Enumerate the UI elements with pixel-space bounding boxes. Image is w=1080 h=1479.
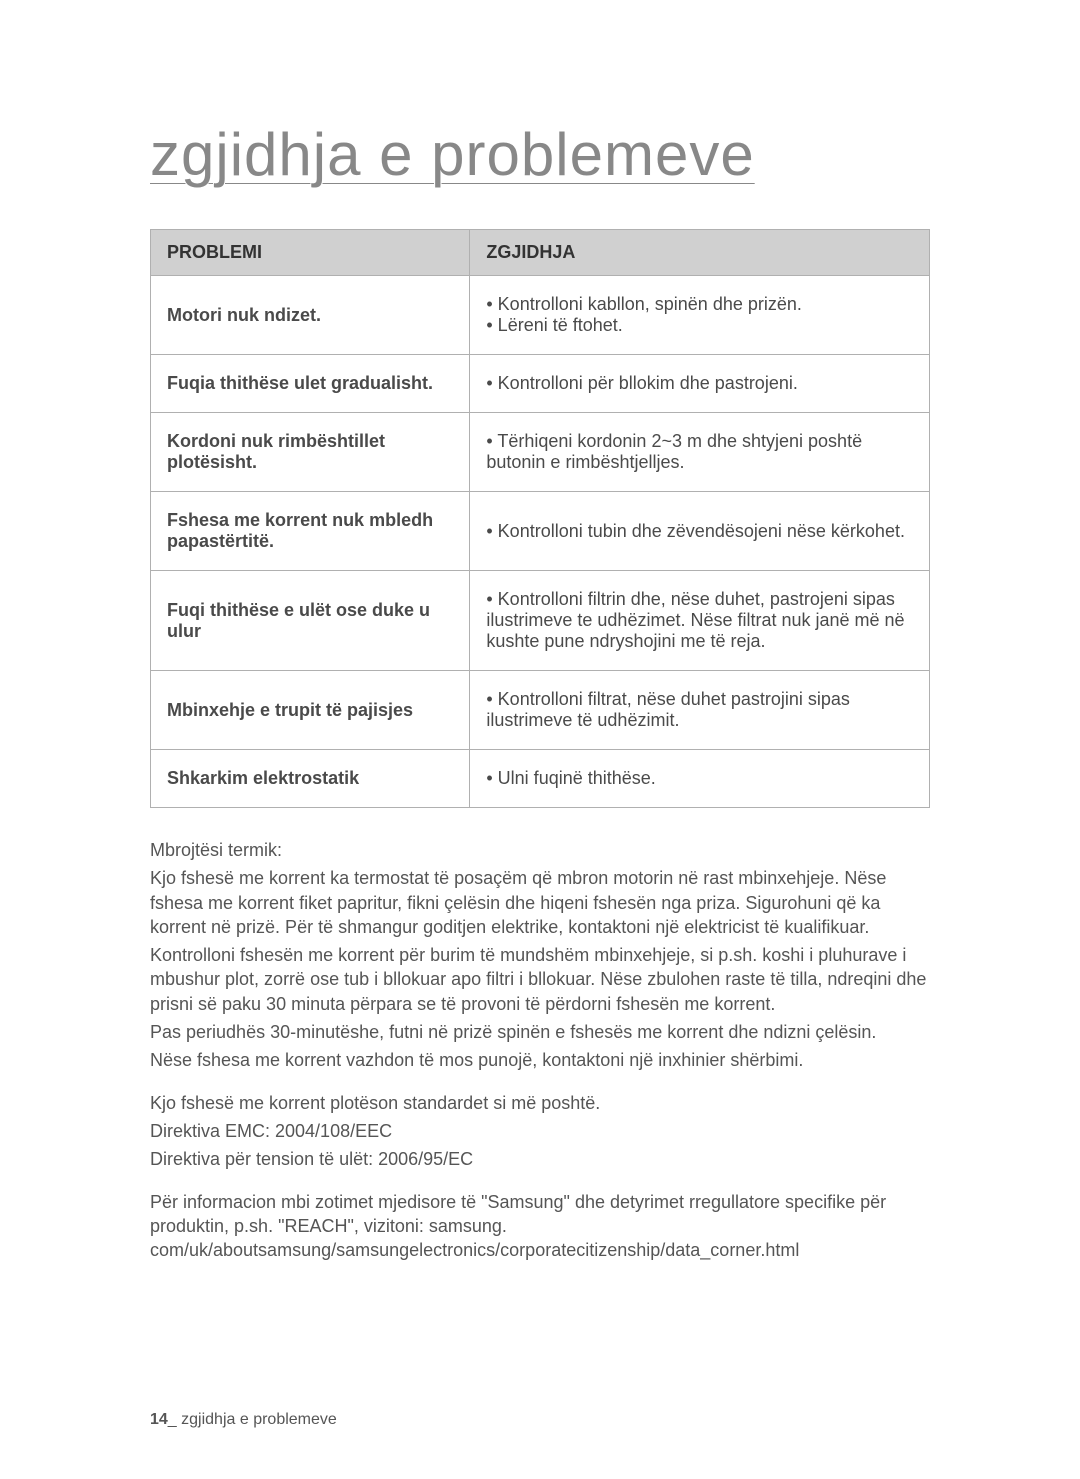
body-paragraph: Direktiva EMC: 2004/108/EEC [150, 1119, 930, 1143]
table-row: Fuqia thithëse ulet gradualisht.• Kontro… [151, 355, 930, 413]
table-row: Mbinxehje e trupit të pajisjes• Kontroll… [151, 671, 930, 750]
problem-cell: Fuqi thithëse e ulët ose duke u ulur [151, 571, 470, 671]
problem-cell: Fuqia thithëse ulet gradualisht. [151, 355, 470, 413]
table-header-solution: ZGJIDHJA [470, 230, 930, 276]
solution-cell: • Kontrolloni për bllokim dhe pastrojeni… [470, 355, 930, 413]
body-paragraph: Pas periudhës 30-minutëshe, futni në pri… [150, 1020, 930, 1044]
table-row: Kordoni nuk rimbështillet plotësisht.• T… [151, 413, 930, 492]
table-row: Fuqi thithëse e ulët ose duke u ulur• Ko… [151, 571, 930, 671]
solution-cell: • Kontrolloni filtrin dhe, nëse duhet, p… [470, 571, 930, 671]
table-header-problem: PROBLEMI [151, 230, 470, 276]
problem-cell: Kordoni nuk rimbështillet plotësisht. [151, 413, 470, 492]
solution-cell: • Ulni fuqinë thithëse. [470, 750, 930, 808]
table-row: Fshesa me korrent nuk mbledh papastërtit… [151, 492, 930, 571]
standards-heading: Kjo fshesë me korrent plotëson standarde… [150, 1091, 930, 1115]
body-paragraph: Kontrolloni fshesën me korrent për burim… [150, 943, 930, 1016]
table-body: Motori nuk ndizet.• Kontrolloni kabllon,… [151, 276, 930, 808]
page-number: 14 [150, 1411, 168, 1428]
table-row: Motori nuk ndizet.• Kontrolloni kabllon,… [151, 276, 930, 355]
solution-cell: • Kontrolloni filtrat, nëse duhet pastro… [470, 671, 930, 750]
body-paragraph: Kjo fshesë me korrent ka termostat të po… [150, 866, 930, 939]
solution-cell: • Kontrolloni kabllon, spinën dhe prizën… [470, 276, 930, 355]
page-footer: 14_ zgjidhja e problemeve [150, 1411, 337, 1429]
troubleshooting-table: PROBLEMI ZGJIDHJA Motori nuk ndizet.• Ko… [150, 229, 930, 808]
page-title: zgjidhja e problemeve [150, 120, 930, 189]
body-text: Mbrojtësi termik: Kjo fshesë me korrent … [150, 838, 930, 1262]
solution-cell: • Tërhiqeni kordonin 2~3 m dhe shtyjeni … [470, 413, 930, 492]
problem-cell: Shkarkim elektrostatik [151, 750, 470, 808]
problem-cell: Mbinxehje e trupit të pajisjes [151, 671, 470, 750]
body-paragraph: Për informacion mbi zotimet mjedisore të… [150, 1190, 930, 1263]
body-paragraph: Direktiva për tension të ulët: 2006/95/E… [150, 1147, 930, 1171]
body-paragraph: Nëse fshesa me korrent vazhdon të mos pu… [150, 1048, 930, 1072]
problem-cell: Motori nuk ndizet. [151, 276, 470, 355]
solution-cell: • Kontrolloni tubin dhe zëvendësojeni në… [470, 492, 930, 571]
problem-cell: Fshesa me korrent nuk mbledh papastërtit… [151, 492, 470, 571]
thermal-protector-heading: Mbrojtësi termik: [150, 838, 930, 862]
table-row: Shkarkim elektrostatik• Ulni fuqinë thit… [151, 750, 930, 808]
footer-label: _ zgjidhja e problemeve [168, 1411, 337, 1428]
